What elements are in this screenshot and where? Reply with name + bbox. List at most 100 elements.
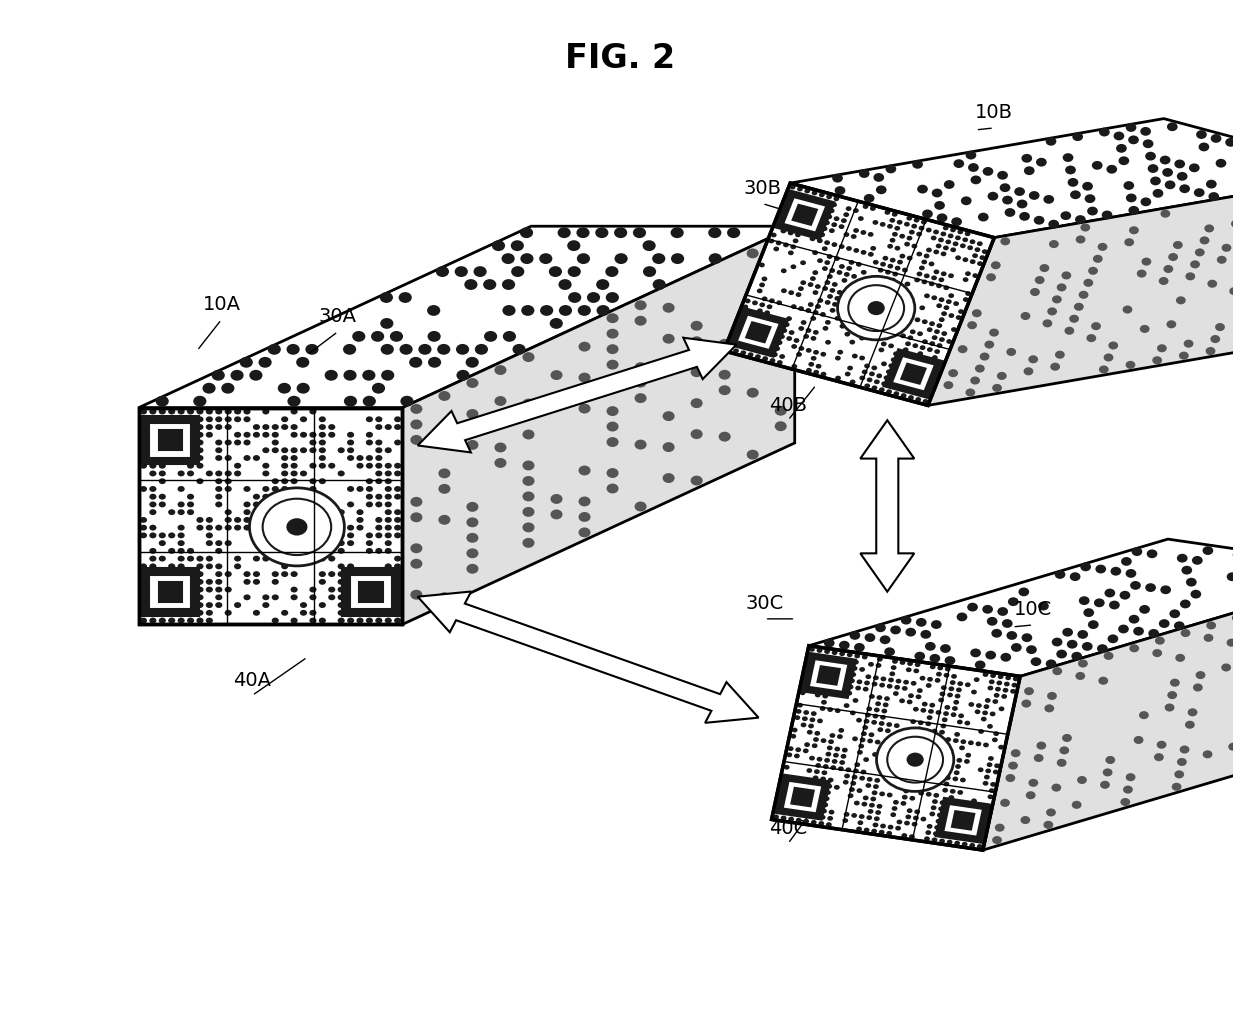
Circle shape bbox=[708, 253, 722, 264]
Circle shape bbox=[939, 698, 944, 702]
Circle shape bbox=[290, 432, 298, 437]
Circle shape bbox=[356, 617, 363, 623]
Circle shape bbox=[965, 291, 971, 296]
Circle shape bbox=[866, 712, 870, 717]
Circle shape bbox=[947, 693, 952, 697]
Circle shape bbox=[1180, 600, 1190, 608]
Circle shape bbox=[728, 340, 734, 345]
Circle shape bbox=[882, 362, 887, 366]
Circle shape bbox=[825, 300, 831, 305]
Circle shape bbox=[931, 729, 937, 734]
Circle shape bbox=[394, 610, 402, 615]
Circle shape bbox=[868, 733, 874, 737]
Circle shape bbox=[196, 571, 203, 577]
Circle shape bbox=[941, 251, 946, 257]
Circle shape bbox=[895, 679, 901, 684]
Circle shape bbox=[243, 486, 250, 492]
Circle shape bbox=[224, 478, 232, 484]
Circle shape bbox=[394, 470, 402, 476]
Circle shape bbox=[926, 247, 932, 252]
Circle shape bbox=[216, 494, 222, 500]
Circle shape bbox=[888, 364, 894, 368]
Circle shape bbox=[1048, 308, 1056, 316]
Circle shape bbox=[903, 367, 909, 372]
Circle shape bbox=[997, 372, 1007, 380]
Circle shape bbox=[466, 549, 479, 558]
Circle shape bbox=[439, 483, 450, 494]
Circle shape bbox=[906, 699, 913, 704]
Circle shape bbox=[376, 424, 382, 430]
Circle shape bbox=[356, 602, 363, 608]
Circle shape bbox=[931, 620, 941, 629]
Circle shape bbox=[868, 662, 874, 666]
Circle shape bbox=[410, 404, 423, 414]
Circle shape bbox=[956, 612, 967, 621]
Circle shape bbox=[970, 649, 981, 657]
Circle shape bbox=[558, 279, 572, 290]
Circle shape bbox=[290, 502, 298, 507]
Circle shape bbox=[149, 548, 156, 554]
Circle shape bbox=[243, 595, 250, 600]
Circle shape bbox=[826, 784, 832, 789]
Circle shape bbox=[872, 682, 878, 687]
Circle shape bbox=[384, 548, 392, 554]
Circle shape bbox=[808, 755, 815, 760]
Circle shape bbox=[159, 617, 166, 623]
Circle shape bbox=[1199, 142, 1209, 151]
Circle shape bbox=[934, 201, 945, 210]
Circle shape bbox=[846, 206, 852, 211]
Circle shape bbox=[888, 264, 893, 269]
Circle shape bbox=[997, 171, 1008, 180]
Circle shape bbox=[394, 486, 402, 492]
Circle shape bbox=[272, 494, 279, 500]
Polygon shape bbox=[944, 804, 983, 837]
Circle shape bbox=[904, 242, 910, 246]
Circle shape bbox=[852, 294, 857, 298]
Circle shape bbox=[1203, 750, 1213, 758]
Circle shape bbox=[1055, 570, 1065, 578]
Circle shape bbox=[815, 763, 821, 768]
Circle shape bbox=[216, 439, 222, 446]
Circle shape bbox=[892, 806, 898, 810]
Circle shape bbox=[177, 571, 185, 577]
Circle shape bbox=[231, 370, 243, 380]
Circle shape bbox=[1164, 181, 1176, 189]
Circle shape bbox=[870, 306, 877, 311]
Circle shape bbox=[913, 343, 918, 349]
Circle shape bbox=[149, 617, 156, 623]
Circle shape bbox=[790, 244, 796, 249]
Circle shape bbox=[140, 563, 148, 569]
Circle shape bbox=[791, 305, 796, 309]
Circle shape bbox=[828, 208, 835, 214]
Circle shape bbox=[791, 344, 797, 349]
Polygon shape bbox=[358, 583, 383, 602]
Circle shape bbox=[1130, 644, 1140, 652]
Circle shape bbox=[1221, 663, 1231, 671]
Circle shape bbox=[1007, 631, 1017, 640]
Circle shape bbox=[815, 693, 821, 697]
Circle shape bbox=[848, 285, 904, 331]
Circle shape bbox=[936, 304, 942, 308]
Circle shape bbox=[904, 282, 910, 286]
Circle shape bbox=[949, 313, 955, 318]
Circle shape bbox=[859, 776, 866, 781]
Circle shape bbox=[243, 578, 250, 585]
Circle shape bbox=[671, 227, 683, 238]
Circle shape bbox=[968, 164, 978, 172]
Circle shape bbox=[177, 432, 185, 437]
Circle shape bbox=[965, 231, 971, 236]
Circle shape bbox=[1087, 206, 1097, 216]
Circle shape bbox=[879, 830, 884, 835]
Circle shape bbox=[839, 760, 846, 764]
Circle shape bbox=[944, 711, 949, 716]
Circle shape bbox=[826, 215, 832, 219]
Circle shape bbox=[727, 227, 740, 238]
Circle shape bbox=[890, 278, 895, 282]
Circle shape bbox=[915, 358, 921, 362]
Circle shape bbox=[988, 680, 994, 684]
Circle shape bbox=[376, 517, 382, 523]
Circle shape bbox=[854, 653, 861, 658]
Circle shape bbox=[858, 821, 863, 825]
Circle shape bbox=[888, 343, 894, 349]
Circle shape bbox=[1078, 659, 1087, 667]
